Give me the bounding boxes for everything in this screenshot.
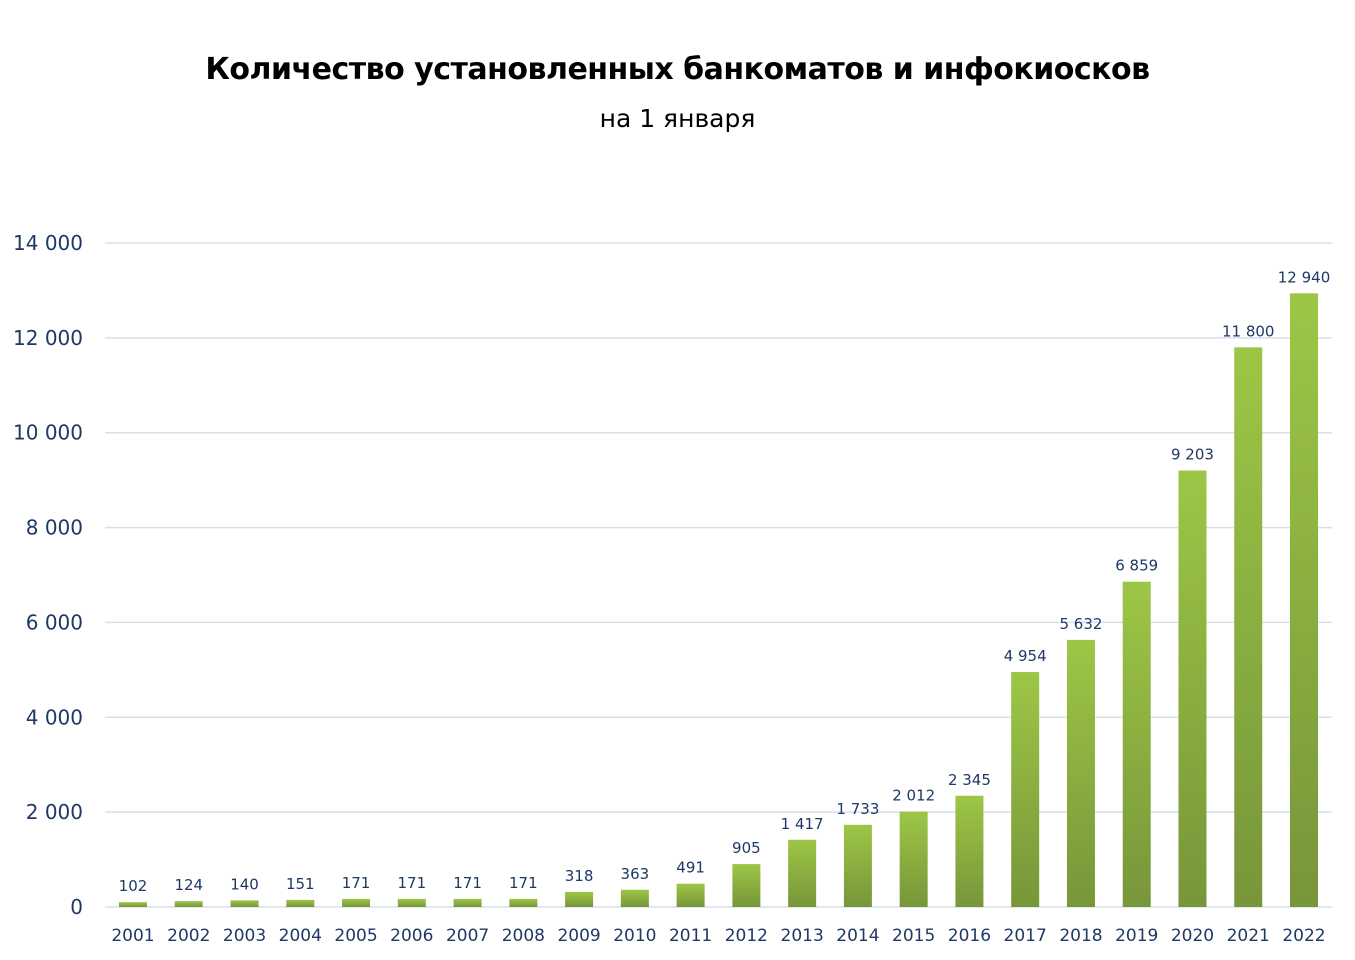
data-label: 1 733 [836,800,879,818]
x-tick-label: 2004 [279,926,322,946]
x-tick-label: 2015 [892,926,935,946]
data-label: 9 203 [1171,446,1214,464]
data-label: 4 954 [1004,647,1047,665]
x-tick-label: 2012 [725,926,768,946]
bar-2016 [955,795,984,907]
bar-2005 [342,898,371,907]
data-label: 171 [453,874,482,892]
x-tick-label: 2017 [1004,926,1047,946]
bar-2001 [119,902,147,907]
x-tick-label: 2002 [167,926,210,946]
bar-2018 [1066,639,1095,907]
bar-2006 [397,898,426,907]
x-tick-label: 2020 [1171,926,1214,946]
bar-2014 [843,824,872,907]
bar-2011 [676,883,705,907]
x-tick-label: 2007 [446,926,489,946]
bar-2022 [1290,293,1318,907]
y-tick-label: 2 000 [26,800,83,824]
x-tick-label: 2003 [223,926,266,946]
y-tick-label: 6 000 [26,610,83,634]
data-label: 140 [230,875,259,893]
bar-2017 [1011,672,1040,907]
data-label: 102 [119,877,148,895]
bar-2020 [1178,470,1207,907]
bar-2009 [565,891,594,907]
y-tick-label: 4 000 [26,705,83,729]
data-label: 363 [621,865,650,883]
data-label: 491 [676,859,705,877]
x-tick-label: 2005 [334,926,377,946]
y-tick-label: 0 [70,895,83,919]
data-label: 124 [174,876,203,894]
x-tick-label: 2016 [948,926,991,946]
data-label: 318 [565,867,594,885]
x-tick-label: 2014 [836,926,879,946]
y-tick-label: 8 000 [26,516,83,540]
bar-2003 [230,900,259,907]
bar-2019 [1122,581,1151,907]
data-label: 11 800 [1222,322,1275,340]
x-tick-label: 2001 [111,926,154,946]
y-tick-label: 12 000 [13,326,83,350]
data-label: 2 345 [948,771,991,789]
x-tick-label: 2018 [1059,926,1102,946]
bar-2012 [732,864,761,907]
x-tick-label: 2022 [1282,926,1325,946]
data-label: 151 [286,875,315,893]
bar-2002 [174,901,203,907]
bar-2004 [286,899,315,907]
bar-2015 [899,811,928,907]
data-label: 12 940 [1278,268,1331,286]
x-tick-label: 2021 [1227,926,1270,946]
data-label: 2 012 [892,787,935,805]
data-label: 6 859 [1115,557,1158,575]
chart-title: Количество установленных банкоматов и ин… [205,52,1150,87]
x-tick-label: 2006 [390,926,433,946]
x-tick-label: 2008 [502,926,545,946]
data-label: 5 632 [1059,615,1102,633]
bar-2007 [453,898,482,907]
x-tick-label: 2009 [557,926,600,946]
x-tick-label: 2011 [669,926,712,946]
bar-2010 [620,889,649,907]
x-tick-label: 2010 [613,926,656,946]
y-tick-label: 10 000 [13,421,83,445]
x-tick-label: 2019 [1115,926,1158,946]
data-label: 171 [509,874,538,892]
data-label: 905 [732,839,761,857]
y-tick-label: 14 000 [13,231,83,255]
data-label: 171 [342,874,371,892]
x-tick-label: 2013 [781,926,824,946]
bar-2008 [509,898,538,907]
bar-2013 [788,839,817,907]
bar-2021 [1234,347,1263,907]
data-label: 1 417 [781,815,824,833]
chart-subtitle: на 1 января [599,104,756,133]
data-label: 171 [397,874,426,892]
